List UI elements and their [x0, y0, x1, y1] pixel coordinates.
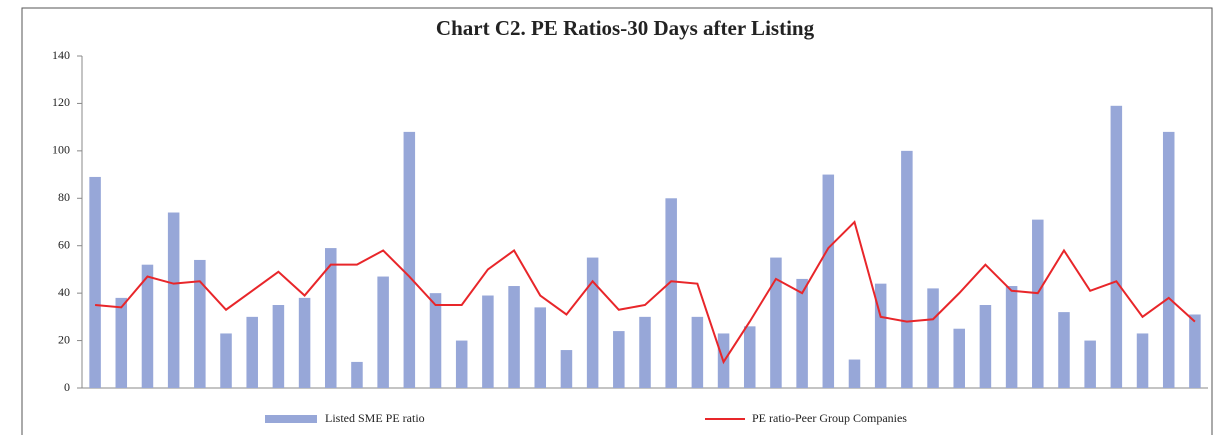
bar	[560, 350, 573, 388]
bar	[455, 340, 468, 388]
bar	[1110, 105, 1123, 389]
bar	[586, 257, 599, 388]
bar	[1032, 219, 1044, 388]
bar	[194, 259, 206, 388]
y-tick-label: 80	[58, 190, 70, 204]
bar	[89, 176, 101, 388]
bar	[220, 333, 232, 388]
chart-title: Chart C2. PE Ratios-30 Days after Listin…	[436, 16, 815, 40]
frame	[21, 7, 1213, 435]
y-tick-label: 40	[58, 285, 70, 299]
bar	[1189, 314, 1201, 388]
bar	[743, 326, 756, 388]
bar	[272, 305, 285, 388]
y-tick-label: 100	[52, 143, 70, 157]
bar	[796, 278, 808, 388]
bar	[1084, 340, 1096, 388]
bar	[1058, 312, 1070, 388]
bar	[351, 361, 363, 388]
bar	[246, 316, 258, 388]
y-tick-label: 60	[58, 237, 70, 251]
bar	[613, 331, 625, 388]
bar	[874, 283, 887, 388]
bar	[298, 297, 311, 388]
bar	[979, 305, 992, 388]
y-tick-label: 20	[58, 332, 70, 346]
y-tick-label: 0	[64, 380, 70, 394]
bar	[429, 293, 442, 388]
bar	[115, 297, 128, 388]
bar	[953, 328, 965, 388]
legend-swatch	[265, 415, 317, 423]
bar	[639, 316, 651, 388]
bar	[665, 198, 677, 388]
bar	[691, 316, 704, 388]
bar	[141, 264, 154, 388]
legend-label: PE ratio-Peer Group Companies	[752, 411, 907, 425]
y-tick-label: 120	[52, 95, 70, 109]
bar	[508, 286, 520, 388]
bar	[1136, 333, 1149, 388]
bar	[927, 288, 939, 388]
line	[95, 220, 1196, 365]
bar	[770, 257, 782, 388]
bar	[403, 131, 416, 388]
bar	[167, 212, 180, 388]
bar	[1005, 286, 1018, 388]
bar	[325, 248, 337, 388]
bar	[377, 276, 389, 388]
bar	[1162, 131, 1175, 388]
bar	[901, 150, 913, 388]
legend-label: Listed SME PE ratio	[325, 411, 425, 425]
bar	[534, 307, 547, 388]
bar	[482, 295, 494, 388]
bar	[822, 174, 835, 388]
y-tick-label: 140	[52, 48, 70, 62]
bar	[848, 359, 861, 388]
